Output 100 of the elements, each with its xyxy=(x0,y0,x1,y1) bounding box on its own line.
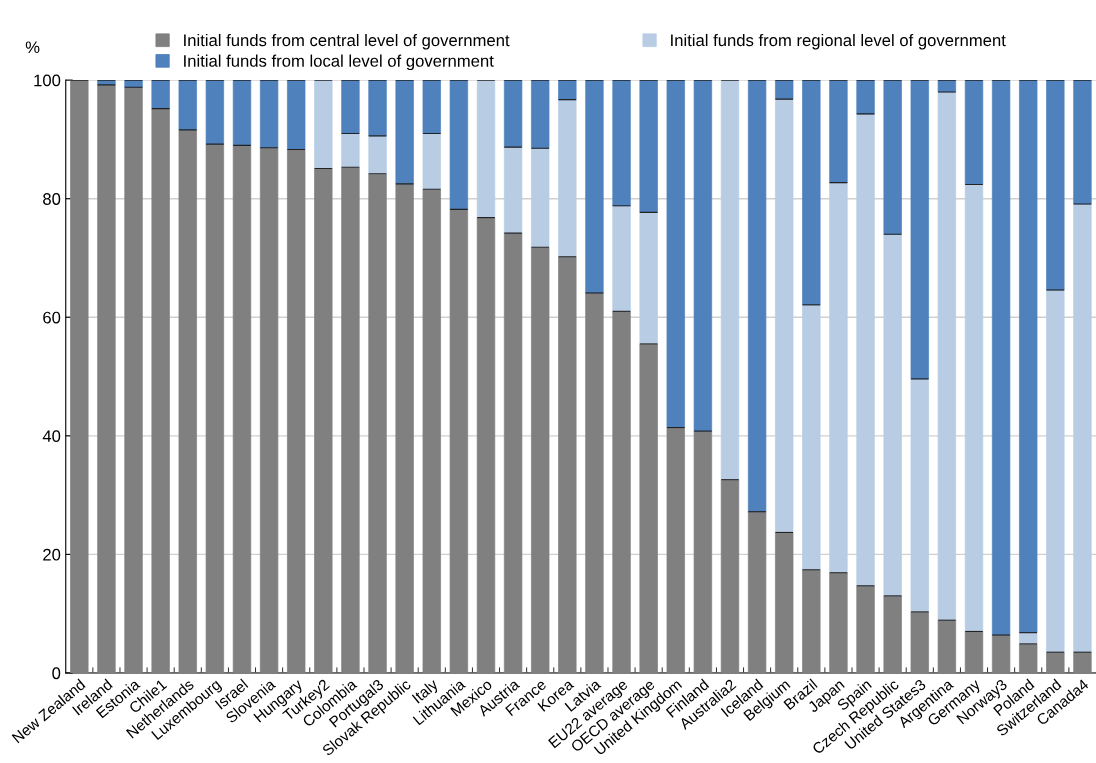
bar xyxy=(503,146,523,234)
bar xyxy=(964,184,984,632)
bar xyxy=(720,80,740,481)
bar xyxy=(368,135,387,175)
bar xyxy=(991,80,1011,636)
bar xyxy=(178,80,197,131)
bar xyxy=(910,80,929,380)
bar xyxy=(205,143,225,673)
bar xyxy=(937,80,957,93)
bar xyxy=(341,80,360,134)
bar xyxy=(558,99,577,258)
bar xyxy=(1073,80,1092,205)
bar xyxy=(395,183,414,673)
bar xyxy=(558,80,577,101)
bar xyxy=(151,108,170,673)
bar xyxy=(639,343,658,673)
bar xyxy=(368,80,387,137)
bar xyxy=(1019,80,1038,633)
bar xyxy=(883,80,902,235)
bar xyxy=(1046,289,1065,653)
bar xyxy=(720,479,740,673)
bar xyxy=(531,80,550,149)
bar xyxy=(341,166,360,673)
bar xyxy=(287,80,306,150)
bar xyxy=(775,532,794,673)
bar xyxy=(422,188,441,673)
bar xyxy=(503,80,523,148)
bar xyxy=(314,80,333,169)
bar xyxy=(802,80,821,306)
y-tick-label: 60 xyxy=(43,311,61,324)
bar xyxy=(612,205,631,312)
bar xyxy=(937,91,957,621)
bar xyxy=(259,147,279,673)
legend-label: Initial funds from central level of government xyxy=(184,33,510,50)
bar xyxy=(449,209,469,673)
bar xyxy=(341,133,360,168)
bar xyxy=(964,80,984,185)
bar xyxy=(693,80,713,432)
y-tick-label: 20 xyxy=(43,548,61,561)
legend-label: Initial funds from regional level of government xyxy=(671,33,1006,50)
bar xyxy=(503,232,523,673)
bar xyxy=(558,256,577,673)
bar xyxy=(232,144,252,673)
bar xyxy=(747,80,767,513)
bar xyxy=(287,149,306,673)
bar xyxy=(802,304,821,571)
bar xyxy=(1019,643,1038,673)
bar xyxy=(1073,651,1092,673)
bar xyxy=(1046,80,1065,291)
bar xyxy=(1046,651,1065,673)
bar xyxy=(829,80,848,184)
bar xyxy=(802,569,821,673)
bar xyxy=(124,86,143,673)
bar xyxy=(856,80,875,115)
bar xyxy=(1073,203,1092,653)
bar xyxy=(666,427,685,673)
bar xyxy=(422,133,441,190)
bar xyxy=(775,98,794,533)
bar xyxy=(747,511,767,673)
bar xyxy=(124,80,143,88)
bar xyxy=(612,80,631,207)
bar xyxy=(883,595,902,673)
bar xyxy=(585,292,604,673)
bar xyxy=(531,246,550,673)
bar xyxy=(612,310,631,673)
bar xyxy=(178,129,197,673)
y-tick-label: 80 xyxy=(43,193,61,205)
bar xyxy=(964,631,984,673)
y-tick-label: 0 xyxy=(52,667,61,680)
bar xyxy=(314,168,333,673)
y-tick-label: 40 xyxy=(42,430,61,443)
bar xyxy=(422,80,441,134)
bar xyxy=(97,84,116,673)
bar xyxy=(151,80,170,109)
bar xyxy=(883,233,902,597)
bar xyxy=(856,113,875,587)
bar xyxy=(829,182,848,574)
bar xyxy=(910,378,929,613)
y-axis-title: % xyxy=(25,41,40,54)
bar xyxy=(232,80,252,146)
bar xyxy=(775,80,794,100)
bar xyxy=(937,619,957,673)
bar xyxy=(395,80,414,185)
bar xyxy=(368,173,387,673)
bar xyxy=(449,80,469,210)
bar xyxy=(639,80,658,213)
bar xyxy=(259,80,279,149)
bar xyxy=(666,80,685,428)
bar xyxy=(693,430,713,673)
bar xyxy=(476,80,496,219)
bar xyxy=(991,634,1011,673)
bar xyxy=(70,80,89,673)
bar xyxy=(205,80,225,145)
bar xyxy=(910,611,929,673)
bar xyxy=(856,585,875,673)
bar xyxy=(476,217,496,673)
bar xyxy=(829,572,848,673)
y-tick-label: 100 xyxy=(34,74,61,87)
bar xyxy=(531,147,550,248)
bar xyxy=(585,80,604,294)
